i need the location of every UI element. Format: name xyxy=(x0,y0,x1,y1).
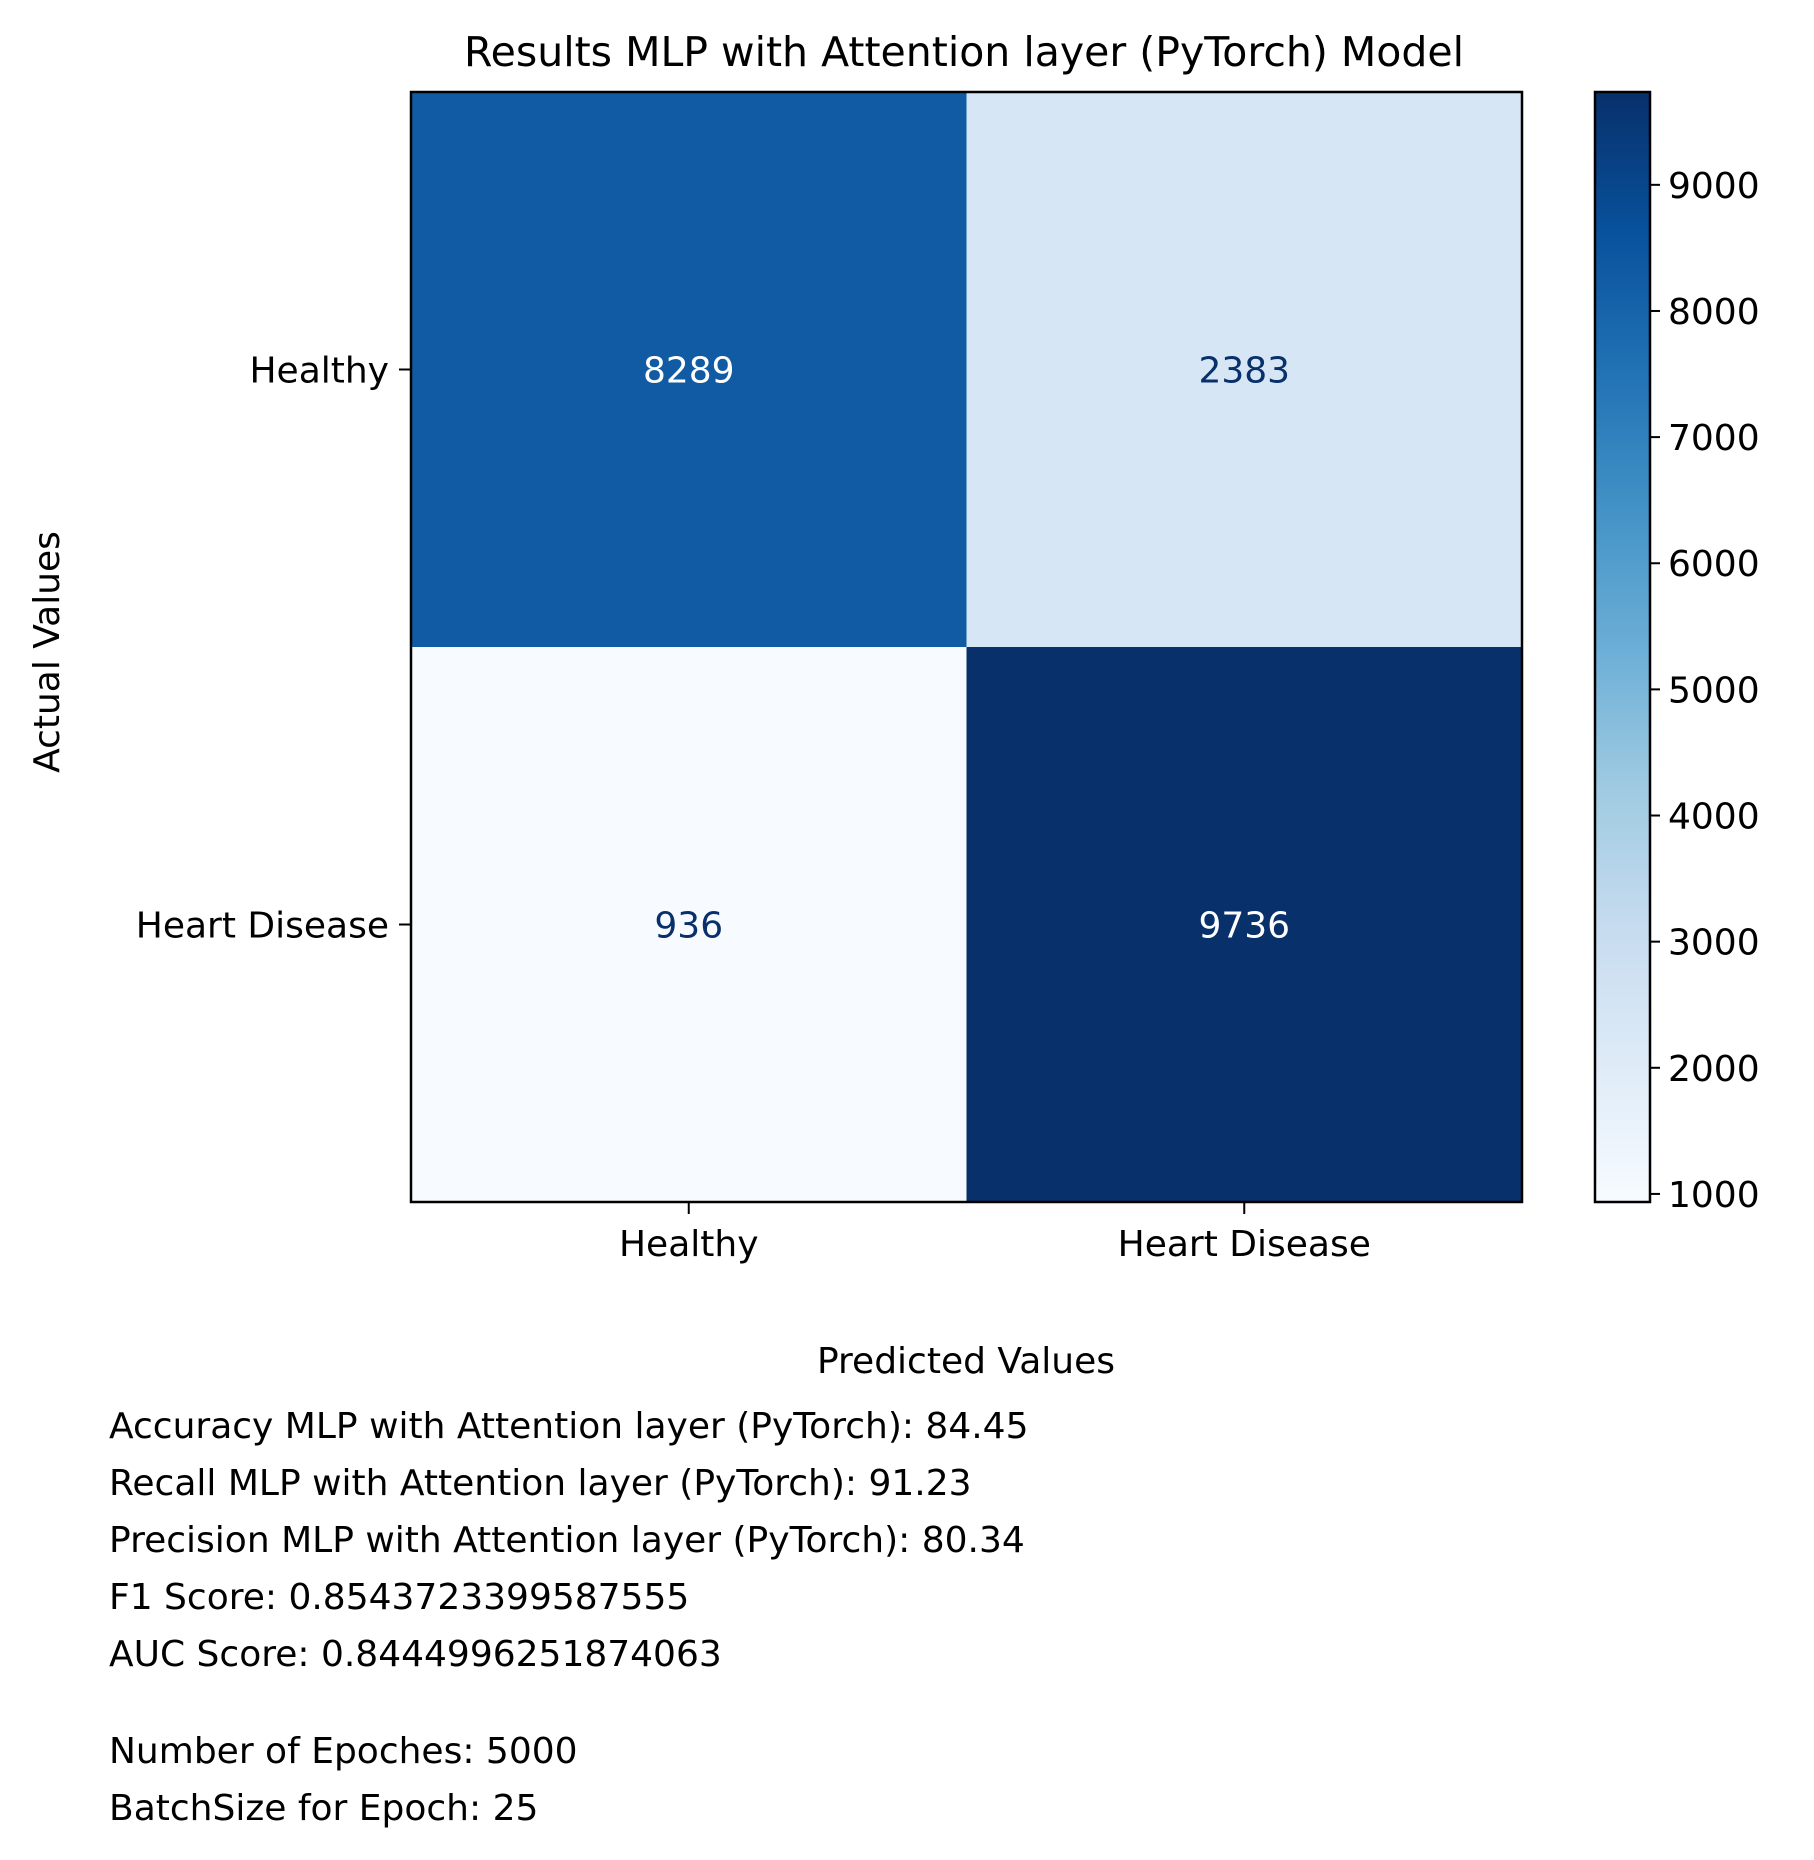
matrix-cell xyxy=(966,647,1523,1203)
precision-text: Precision MLP with Attention layer (PyTo… xyxy=(109,1520,1025,1561)
colorbar-frame xyxy=(1593,90,1652,1204)
colorbar-tick-label: 9000 xyxy=(1668,166,1760,207)
metrics-panel: Accuracy MLP with Attention layer (PyTor… xyxy=(109,1398,1029,1837)
chart-title: Results MLP with Attention layer (PyTorc… xyxy=(464,28,1464,76)
epochs-text: Number of Epoches: 5000 xyxy=(109,1731,578,1772)
y-tick-label: Heart Disease xyxy=(136,906,389,947)
colorbar-tick-label: 8000 xyxy=(1668,292,1760,333)
colorbar-tick-label: 2000 xyxy=(1668,1049,1760,1090)
f1-score-text: F1 Score: 0.8543723399587555 xyxy=(109,1577,690,1618)
colorbar-tick-label: 1000 xyxy=(1668,1175,1760,1216)
colorbar-tick-label: 3000 xyxy=(1668,923,1760,964)
colorbar-tick-label: 7000 xyxy=(1668,418,1760,459)
cell-value-label: 9736 xyxy=(1198,906,1290,947)
colorbar-tick-label: 4000 xyxy=(1668,797,1760,838)
cell-value-label: 2383 xyxy=(1198,351,1290,392)
x-axis-label: Predicted Values xyxy=(817,1341,1115,1382)
heatmap-frame xyxy=(409,90,1524,1204)
recall-text: Recall MLP with Attention layer (PyTorch… xyxy=(109,1463,972,1504)
colorbar-tick-label: 6000 xyxy=(1668,544,1760,585)
matrix-cell xyxy=(966,92,1523,648)
batch-size-text: BatchSize for Epoch: 25 xyxy=(109,1788,539,1829)
matrix-cell xyxy=(411,92,967,648)
y-tick-label: Healthy xyxy=(249,351,389,392)
colorbar-tick-label: 5000 xyxy=(1668,670,1760,711)
x-tick-label: Healthy xyxy=(619,1224,759,1265)
x-tick-label: Heart Disease xyxy=(1118,1224,1371,1265)
auc-score-text: AUC Score: 0.8444996251874063 xyxy=(109,1634,722,1675)
cell-value-label: 936 xyxy=(654,906,723,947)
colorbar xyxy=(1595,92,1650,1202)
y-axis-label: Actual Values xyxy=(27,531,68,773)
cell-value-label: 8289 xyxy=(643,351,735,392)
accuracy-text: Accuracy MLP with Attention layer (PyTor… xyxy=(109,1406,1029,1447)
matrix-cell xyxy=(411,647,967,1203)
